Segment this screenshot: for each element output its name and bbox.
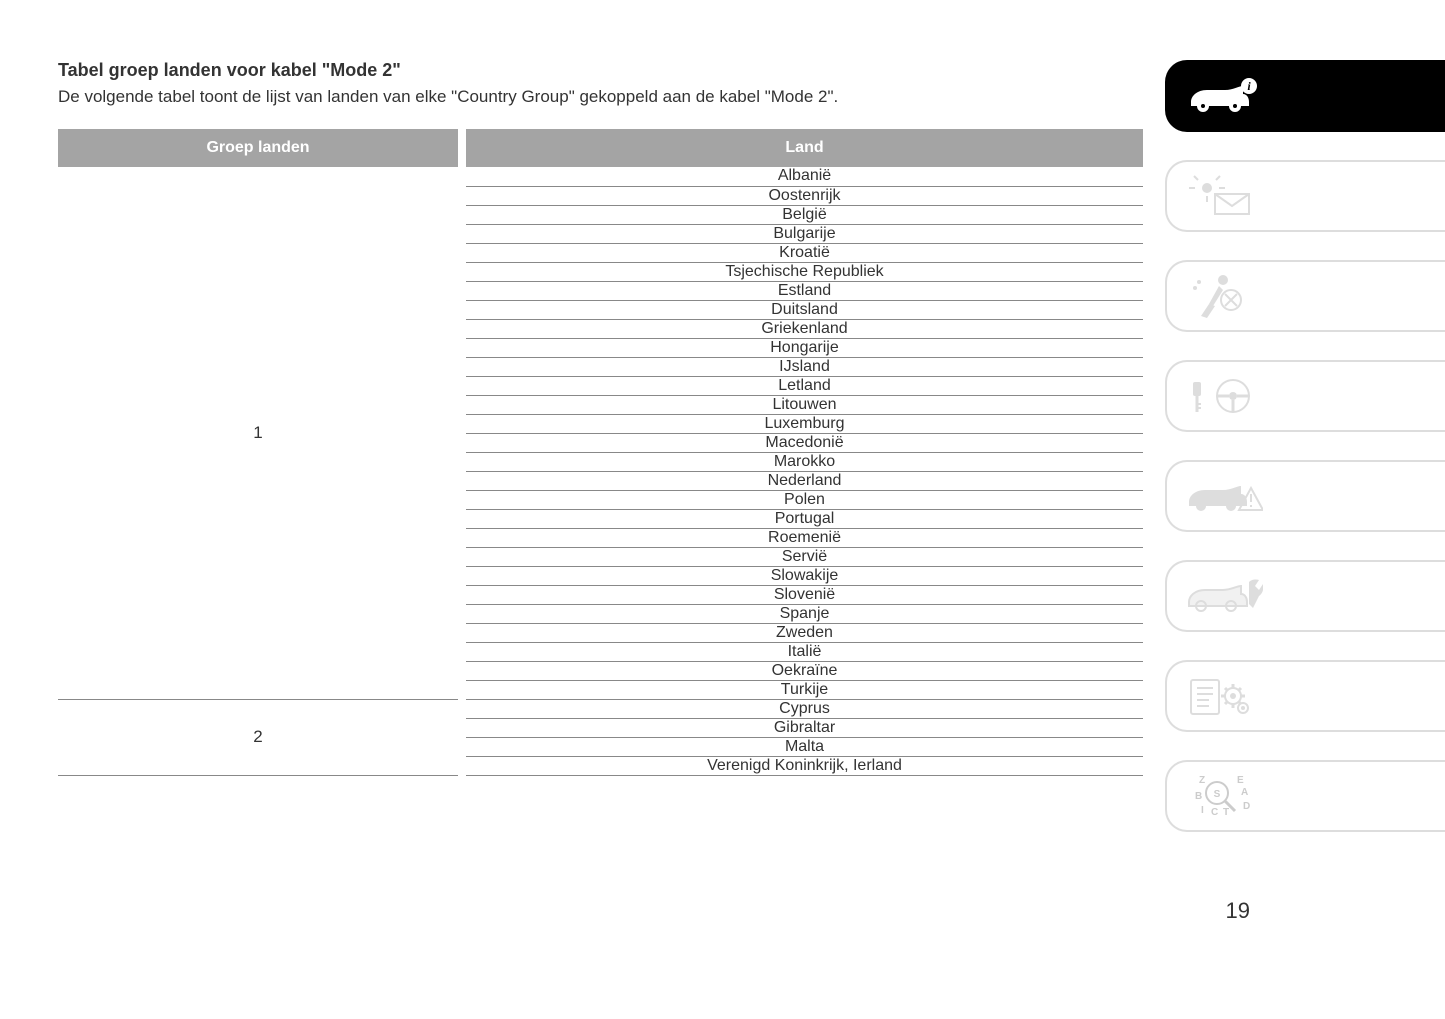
country-cell: Gibraltar (466, 718, 1143, 737)
country-cell: Litouwen (466, 395, 1143, 414)
country-cell: Marokko (466, 452, 1143, 471)
country-cell: Bulgarije (466, 224, 1143, 243)
vehicle-info-icon: i (1185, 76, 1263, 116)
tab-service-schedule[interactable] (1165, 660, 1445, 732)
country-cell: Cyprus (466, 699, 1143, 718)
country-cell: Slovenië (466, 585, 1143, 604)
table-row: 2Cyprus (58, 699, 1143, 718)
start-drive-icon (1185, 374, 1257, 418)
country-cell: Albanië (466, 167, 1143, 186)
country-cell: Tsjechische Republiek (466, 262, 1143, 281)
svg-text:S: S (1214, 789, 1221, 800)
country-cell: Oekraïne (466, 661, 1143, 680)
svg-text:C: C (1211, 807, 1218, 818)
table-row: 1Albanië (58, 167, 1143, 186)
table-header-group: Groep landen (58, 129, 458, 167)
country-cell: Turkije (466, 680, 1143, 699)
country-cell: Duitsland (466, 300, 1143, 319)
svg-text:B: B (1195, 791, 1202, 802)
country-cell: Luxemburg (466, 414, 1143, 433)
dashboard-lights-icon (1185, 174, 1257, 218)
country-cell: Estland (466, 281, 1143, 300)
side-tabs: i (1165, 60, 1445, 860)
service-schedule-icon (1185, 674, 1253, 718)
section-title: Tabel groep landen voor kabel "Mode 2" (58, 60, 1143, 81)
country-cell: Spanje (466, 604, 1143, 623)
country-cell: Malta (466, 737, 1143, 756)
country-cell: Verenigd Koninkrijk, Ierland (466, 756, 1143, 775)
svg-text:D: D (1243, 801, 1250, 812)
group-label-cell: 1 (58, 167, 458, 699)
index-icon: S Z E A D B I C T (1185, 771, 1257, 821)
svg-text:T: T (1223, 807, 1229, 818)
tab-maintenance[interactable] (1165, 560, 1445, 632)
page-number: 19 (1226, 898, 1250, 924)
country-cell: Servië (466, 547, 1143, 566)
country-cell: Nederland (466, 471, 1143, 490)
country-cell: Oostenrijk (466, 186, 1143, 205)
tab-start-drive[interactable] (1165, 360, 1445, 432)
gap-cell (458, 167, 466, 699)
svg-text:Z: Z (1199, 775, 1205, 786)
tab-index[interactable]: S Z E A D B I C T (1165, 760, 1445, 832)
country-cell: Slowakije (466, 566, 1143, 585)
tab-safety[interactable] (1165, 260, 1445, 332)
country-cell: Roemenië (466, 528, 1143, 547)
section-subtitle: De volgende tabel toont de lijst van lan… (58, 87, 1143, 107)
country-cell: België (466, 205, 1143, 224)
country-cell: Polen (466, 490, 1143, 509)
group-label-cell: 2 (58, 699, 458, 775)
table-header-country: Land (466, 129, 1143, 167)
country-cell: IJsland (466, 357, 1143, 376)
svg-text:E: E (1237, 775, 1244, 786)
svg-text:I: I (1201, 805, 1204, 816)
tab-vehicle-info[interactable]: i (1165, 60, 1445, 132)
country-cell: Portugal (466, 509, 1143, 528)
country-cell: Italië (466, 642, 1143, 661)
tab-emergency[interactable] (1165, 460, 1445, 532)
country-group-table: Groep landen Land 1AlbaniëOostenrijkBelg… (58, 129, 1143, 776)
svg-text:A: A (1241, 787, 1248, 798)
table-header-gap (458, 129, 466, 167)
emergency-icon (1185, 474, 1263, 518)
country-cell: Letland (466, 376, 1143, 395)
country-cell: Kroatië (466, 243, 1143, 262)
country-cell: Zweden (466, 623, 1143, 642)
gap-cell (458, 699, 466, 775)
country-cell: Griekenland (466, 319, 1143, 338)
safety-icon (1185, 272, 1245, 320)
maintenance-icon (1185, 574, 1263, 618)
country-cell: Hongarije (466, 338, 1143, 357)
tab-dashboard-lights[interactable] (1165, 160, 1445, 232)
country-cell: Macedonië (466, 433, 1143, 452)
